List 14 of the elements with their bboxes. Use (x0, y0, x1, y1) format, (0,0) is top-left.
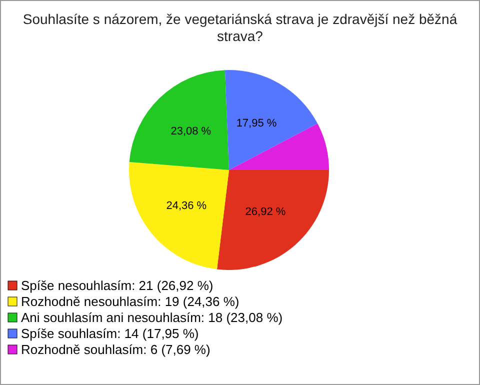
legend-label: Ani souhlasím ani nesouhlasím: 18 (23,08 %) (21, 310, 283, 325)
pie-slice (129, 162, 229, 270)
legend-label: Spíše souhlasím: 14 (17,95 %) (21, 326, 199, 341)
data-label: 24,36 % (166, 200, 207, 212)
legend-label: Rozhodně nesouhlasím: 19 (24,36 %) (21, 294, 240, 309)
pie-slice (129, 70, 229, 170)
chart-title: Souhlasíte s názorem, že vegetariánská strava je zdravější než běžná strava? (22, 11, 458, 44)
data-label: 26,92 % (245, 206, 286, 218)
legend-label: Rozhodně souhlasím: 6 (7,69 %) (21, 342, 210, 357)
data-label: 17,95 % (236, 117, 277, 130)
legend-label: Spíše nesouhlasím: 21 (26,92 %) (21, 278, 214, 293)
pie-slice (224, 70, 318, 170)
pie-slice (216, 170, 329, 270)
data-label: 23,08 % (170, 125, 212, 138)
